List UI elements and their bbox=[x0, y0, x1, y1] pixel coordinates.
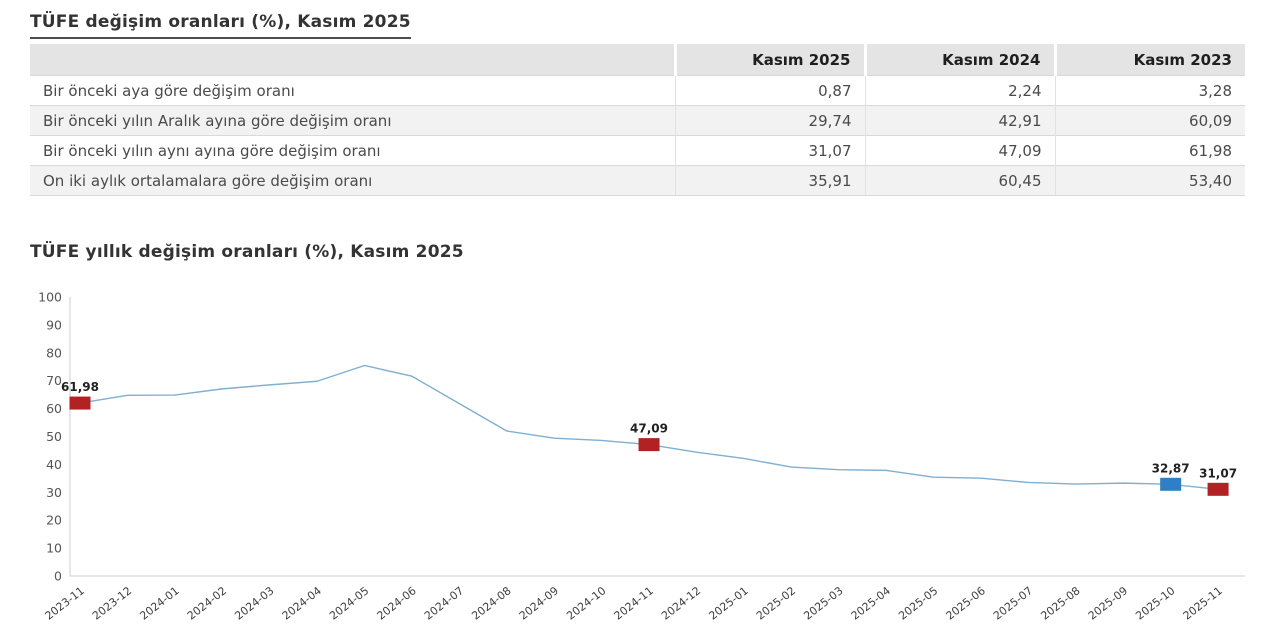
x-axis-tick: 2025-04 bbox=[849, 584, 893, 623]
x-axis-tick: 2024-10 bbox=[564, 584, 608, 623]
marker-2025-10 bbox=[1160, 477, 1182, 491]
data-label-2024-11: 47,09 bbox=[630, 422, 668, 436]
row-value: 60,09 bbox=[1054, 105, 1245, 136]
table-row: Bir önceki yılın Aralık ayına göre değiş… bbox=[30, 105, 1245, 136]
row-value: 35,91 bbox=[674, 165, 865, 196]
column-header-kasım-2025: Kasım 2025 bbox=[673, 44, 865, 76]
y-axis-tick: 100 bbox=[38, 290, 62, 305]
x-axis-tick: 2025-11 bbox=[1181, 584, 1225, 623]
row-label: Bir önceki yılın Aralık ayına göre değiş… bbox=[30, 105, 675, 136]
x-axis-tick: 2024-09 bbox=[517, 584, 561, 623]
y-axis-tick: 80 bbox=[46, 345, 62, 360]
row-value: 42,91 bbox=[864, 105, 1055, 136]
y-axis-tick: 60 bbox=[46, 401, 62, 416]
row-label: On iki aylık ortalamalara göre değişim o… bbox=[30, 165, 675, 196]
x-axis-tick: 2025-06 bbox=[944, 584, 988, 623]
x-axis-tick: 2024-07 bbox=[422, 584, 466, 623]
marker-2024-11 bbox=[638, 438, 660, 452]
data-label-2023-11: 61,98 bbox=[61, 380, 99, 394]
row-value: 47,09 bbox=[864, 135, 1055, 166]
y-axis-tick: 0 bbox=[54, 569, 62, 584]
y-axis-tick: 20 bbox=[46, 513, 62, 528]
x-axis-tick: 2024-08 bbox=[469, 584, 513, 623]
table-header: Kasım 2025 Kasım 2024 Kasım 2023 bbox=[30, 44, 1245, 76]
marker-2023-11 bbox=[69, 396, 91, 410]
table-row: Bir önceki yılın aynı ayına göre değişim… bbox=[30, 135, 1245, 166]
x-axis-tick: 2023-12 bbox=[90, 584, 134, 623]
y-axis-tick: 30 bbox=[46, 485, 62, 500]
table-row: On iki aylık ortalamalara göre değişim o… bbox=[30, 165, 1245, 196]
table-corner-cell bbox=[30, 44, 675, 76]
marker-2025-11 bbox=[1207, 482, 1229, 496]
x-axis-tick: 2025-10 bbox=[1133, 584, 1177, 623]
y-axis-tick: 40 bbox=[46, 457, 62, 472]
axis-lines bbox=[69, 297, 1245, 577]
x-axis-tick: 2025-01 bbox=[706, 584, 750, 623]
y-axis-tick: 90 bbox=[46, 317, 62, 332]
data-label-2025-10: 32,87 bbox=[1152, 461, 1190, 475]
y-axis-tick: 50 bbox=[46, 429, 62, 444]
x-axis-tick: 2024-06 bbox=[375, 584, 419, 623]
y-axis-tick: 70 bbox=[46, 373, 62, 388]
row-value: 2,24 bbox=[864, 75, 1055, 106]
x-axis-tick: 2024-11 bbox=[612, 584, 656, 623]
x-axis-tick: 2024-12 bbox=[659, 584, 703, 623]
table-title: TÜFE değişim oranları (%), Kasım 2025 bbox=[30, 12, 411, 39]
x-axis-tick: 2023-11 bbox=[43, 584, 87, 623]
row-value: 61,98 bbox=[1054, 135, 1245, 166]
x-axis-tick: 2025-08 bbox=[1038, 584, 1082, 623]
row-value: 3,28 bbox=[1054, 75, 1245, 106]
row-value: 0,87 bbox=[674, 75, 865, 106]
x-axis-tick: 2025-07 bbox=[991, 584, 1035, 623]
row-value: 31,07 bbox=[674, 135, 865, 166]
x-axis-tick: 2025-02 bbox=[754, 584, 798, 623]
data-label-2025-11: 31,07 bbox=[1199, 466, 1237, 480]
row-value: 29,74 bbox=[674, 105, 865, 136]
x-axis-tick: 2025-09 bbox=[1086, 584, 1130, 623]
x-axis-tick: 2024-01 bbox=[137, 584, 181, 623]
x-axis-tick: 2024-02 bbox=[185, 584, 229, 623]
table-row: Bir önceki aya göre değişim oranı 0,87 2,2… bbox=[30, 75, 1245, 106]
tufe-rates-table: Kasım 2025 Kasım 2024 Kasım 2023 Bir öncek… bbox=[30, 44, 1245, 196]
x-axis-tick: 2024-03 bbox=[232, 584, 276, 623]
row-label: Bir önceki aya göre değişim oranı bbox=[30, 75, 675, 106]
column-header-kasım-2024: Kasım 2024 bbox=[863, 44, 1055, 76]
chart-title: TÜFE yıllık değişim oranları (%), Kasım … bbox=[30, 242, 464, 262]
x-axis-tick: 2025-03 bbox=[801, 584, 845, 623]
row-label: Bir önceki yılın aynı ayına göre değişim… bbox=[30, 135, 675, 166]
x-axis-tick: 2025-05 bbox=[896, 584, 940, 623]
row-value: 60,45 bbox=[864, 165, 1055, 196]
row-value: 53,40 bbox=[1054, 165, 1245, 196]
x-axis-tick: 2024-05 bbox=[327, 584, 371, 623]
x-axis-tick: 2024-04 bbox=[280, 584, 324, 623]
y-axis-tick: 10 bbox=[46, 541, 62, 556]
column-header-kasım-2023: Kasım 2023 bbox=[1053, 44, 1245, 76]
